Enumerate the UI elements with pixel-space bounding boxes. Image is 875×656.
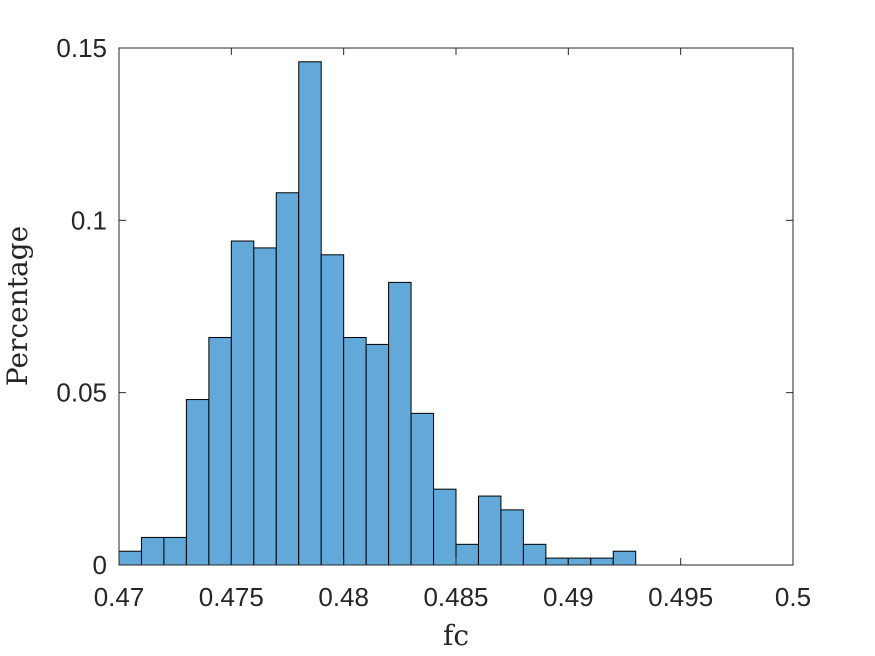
histogram-bar bbox=[343, 337, 367, 566]
histogram-bars bbox=[118, 61, 637, 566]
histogram-bar bbox=[590, 557, 614, 566]
histogram-bar bbox=[185, 399, 210, 566]
histogram-bar bbox=[365, 343, 390, 566]
x-tick-label: 0.48 bbox=[318, 582, 369, 612]
histogram-bar bbox=[500, 509, 524, 566]
y-axis-label: Percentage bbox=[1, 226, 34, 386]
y-tick-label: 0.1 bbox=[71, 205, 107, 235]
histogram-bar bbox=[230, 240, 255, 566]
histogram-bar bbox=[208, 337, 232, 566]
histogram-bar bbox=[567, 557, 592, 566]
axis-ticks bbox=[118, 47, 794, 566]
histogram-bar bbox=[477, 495, 502, 566]
histogram-bar bbox=[275, 192, 300, 566]
histogram-bar bbox=[140, 536, 165, 566]
x-tick-label: 0.495 bbox=[648, 582, 713, 612]
x-axis-label: fc bbox=[443, 619, 469, 652]
histogram-bar bbox=[545, 557, 569, 566]
histogram-bar bbox=[388, 281, 412, 566]
histogram-bar bbox=[320, 254, 345, 566]
histogram-bar bbox=[522, 543, 547, 566]
histogram-bar bbox=[253, 247, 277, 566]
histogram-bar bbox=[455, 543, 479, 566]
histogram-bar bbox=[298, 61, 322, 566]
x-tick-label: 0.49 bbox=[543, 582, 594, 612]
x-tick-label: 0.5 bbox=[775, 582, 811, 612]
y-tick-label: 0 bbox=[93, 550, 107, 580]
x-tick-label: 0.475 bbox=[199, 582, 264, 612]
histogram-bar bbox=[410, 412, 435, 566]
y-tick-label: 0.05 bbox=[56, 378, 107, 408]
x-tick-label: 0.47 bbox=[94, 582, 145, 612]
histogram-bar bbox=[612, 550, 637, 566]
axis-tick-labels: 0.47 0.475 0.48 0.485 0.49 0.495 0.5 0 0.05 0.1 0.… bbox=[56, 33, 811, 612]
histogram-bar bbox=[118, 550, 142, 566]
histogram-bar bbox=[163, 536, 187, 566]
histogram-bar bbox=[433, 488, 457, 566]
x-tick-label: 0.485 bbox=[423, 582, 488, 612]
y-tick-label: 0.15 bbox=[56, 33, 107, 63]
